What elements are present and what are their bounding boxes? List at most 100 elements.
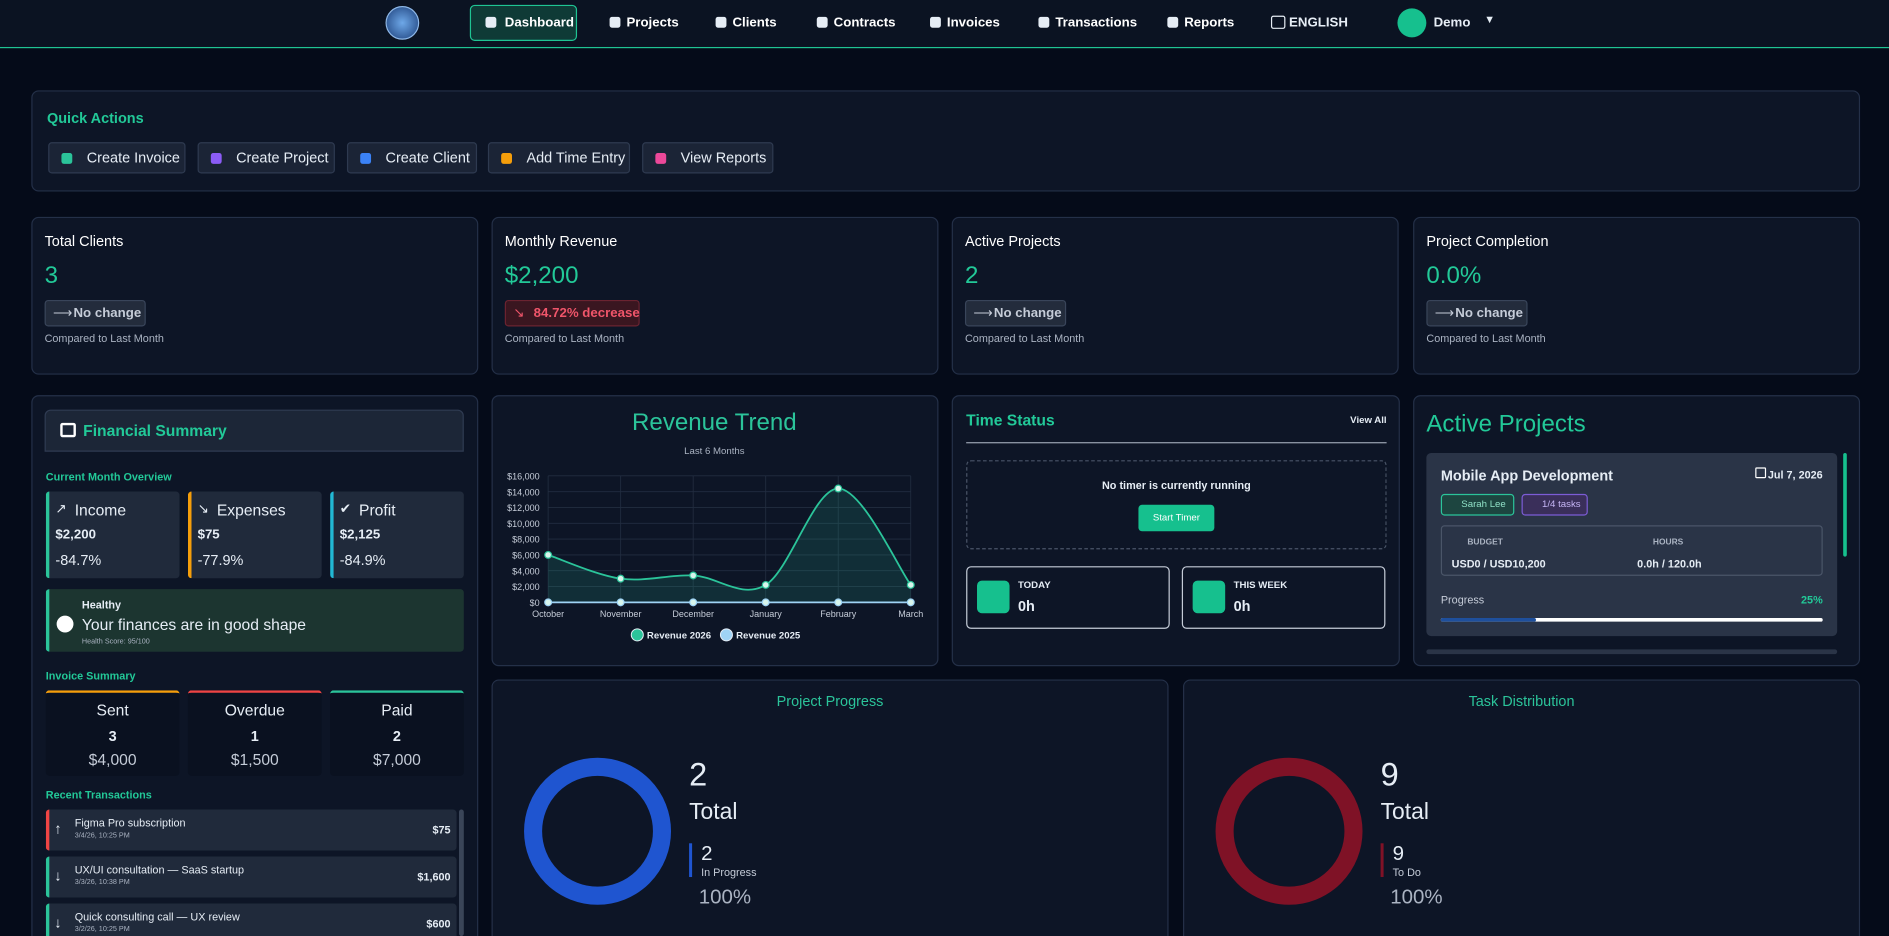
invoice-amount: $1,500 (230, 750, 279, 769)
revenue-card (491, 395, 939, 667)
fin-card (45, 491, 180, 579)
icon (715, 16, 727, 28)
stat-change (44, 299, 146, 327)
nav-item[interactable]: Reports (1184, 15, 1235, 31)
invoice-amount: $7,000 (372, 750, 421, 769)
calendar-icon (1755, 467, 1767, 479)
time-title: Time Status (966, 410, 1055, 429)
language[interactable]: ENGLISH (1289, 15, 1348, 31)
task-distribution-card (1183, 679, 1861, 936)
stat-change-text: 84.72% decrease (533, 305, 640, 321)
stat-change (1426, 299, 1528, 327)
stat-change-text: No change (1455, 305, 1524, 321)
project-progress-card (491, 679, 1169, 936)
time-icon (1192, 580, 1226, 614)
stat-value: $2,200 (504, 262, 579, 290)
invoice-label: Overdue (224, 701, 285, 720)
fin-card-value: $2,200 (55, 527, 96, 543)
quick-action-label[interactable]: Create Project (236, 149, 329, 167)
divider (966, 442, 1387, 444)
stat-change-text: No change (73, 305, 142, 321)
icon (210, 152, 222, 164)
stat-card (951, 216, 1399, 375)
transaction-amount: $600 (426, 917, 451, 931)
stat-label: Project Completion (1426, 232, 1549, 250)
scroll-accent (1843, 452, 1847, 557)
timer-box (966, 460, 1387, 550)
fin-card-label: Profit (359, 501, 396, 520)
transaction-row[interactable] (45, 903, 457, 936)
stat-change-icon: ↘ (513, 305, 525, 321)
fin-card-icon: ✔ (339, 502, 351, 517)
transaction-row[interactable] (45, 856, 457, 898)
nav-item[interactable]: Invoices (946, 15, 1000, 31)
fin-header (44, 409, 464, 452)
health-box (45, 589, 464, 652)
invoice-count: 2 (392, 727, 401, 745)
project-date: Jul 7, 2026 (1767, 468, 1823, 481)
icon (1038, 16, 1050, 28)
time-label: TODAY (1017, 579, 1051, 591)
project-card[interactable] (1426, 452, 1838, 637)
nav-item[interactable]: Dashboard (504, 15, 575, 31)
view-all[interactable]: View All (1350, 414, 1387, 426)
client-chip-text: Sarah Lee (1461, 498, 1506, 510)
time-label: THIS WEEK (1233, 579, 1288, 591)
invoice-summary-title: Invoice Summary (45, 669, 136, 682)
invoice-count: 3 (108, 727, 117, 745)
transaction-name: UX/UI consultation — SaaS startup (74, 863, 245, 876)
stat-label: Monthly Revenue (504, 232, 618, 250)
quick-action-button[interactable] (642, 142, 774, 174)
stat-change (964, 299, 1067, 327)
start-timer-button[interactable] (1138, 504, 1215, 532)
stat-note: Compared to Last Month (44, 332, 164, 345)
transaction-icon: ↓ (54, 914, 62, 932)
stat-card (31, 216, 479, 375)
progress-fill (1440, 618, 1537, 622)
transaction-row[interactable] (45, 809, 457, 851)
transaction-icon: ↓ (54, 867, 62, 885)
invoice-count: 1 (250, 727, 259, 745)
nav-item[interactable]: Contracts (833, 15, 896, 31)
start-timer-label[interactable]: Start Timer (1152, 511, 1200, 523)
fin-card (330, 491, 464, 579)
caret[interactable]: ▼ (1484, 13, 1495, 26)
budget-value: USD0 / USD10,200 (1451, 557, 1546, 570)
progress-track (1440, 618, 1823, 622)
fin-card (187, 491, 322, 579)
stat-label: Active Projects (964, 232, 1061, 250)
transaction-name: Figma Pro subscription (74, 816, 186, 829)
health-score: Health Score: 95/100 (81, 638, 150, 646)
user-name[interactable]: Demo (1433, 15, 1471, 31)
avatar[interactable] (1397, 8, 1427, 38)
tasks-chip (1521, 493, 1588, 516)
quick-action-label[interactable]: View Reports (680, 149, 767, 167)
fin-card-value: $2,125 (339, 527, 381, 543)
icon (360, 152, 372, 164)
nav-item[interactable]: Projects (626, 15, 679, 31)
stat-note: Compared to Last Month (1426, 332, 1546, 345)
transaction-icon: ↑ (54, 820, 62, 838)
quick-action-label[interactable]: Create Invoice (86, 149, 180, 167)
quick-action-label[interactable]: Add Time Entry (526, 149, 626, 167)
nav-item[interactable]: Clients (732, 15, 777, 31)
transaction-date: 3/4/26, 10:25 PM (74, 832, 130, 840)
stat-value: 3 (44, 262, 58, 290)
time-value: 0h (1233, 597, 1251, 615)
quick-action-label[interactable]: Create Client (385, 149, 470, 167)
health-status: Healthy (81, 598, 122, 611)
progress-label: Progress (1440, 593, 1485, 606)
invoice-label: Paid (381, 701, 413, 720)
nav-item[interactable]: Transactions (1055, 15, 1138, 31)
invoice-card (187, 690, 322, 776)
logo[interactable] (385, 6, 420, 40)
transaction-amount: $75 (432, 824, 451, 837)
language-icon (1270, 15, 1286, 29)
stat-card (1413, 216, 1861, 375)
client-chip (1440, 493, 1515, 516)
icon (816, 16, 828, 28)
fin-title: Financial Summary (83, 421, 227, 440)
icon (609, 16, 621, 28)
icon (655, 152, 667, 164)
